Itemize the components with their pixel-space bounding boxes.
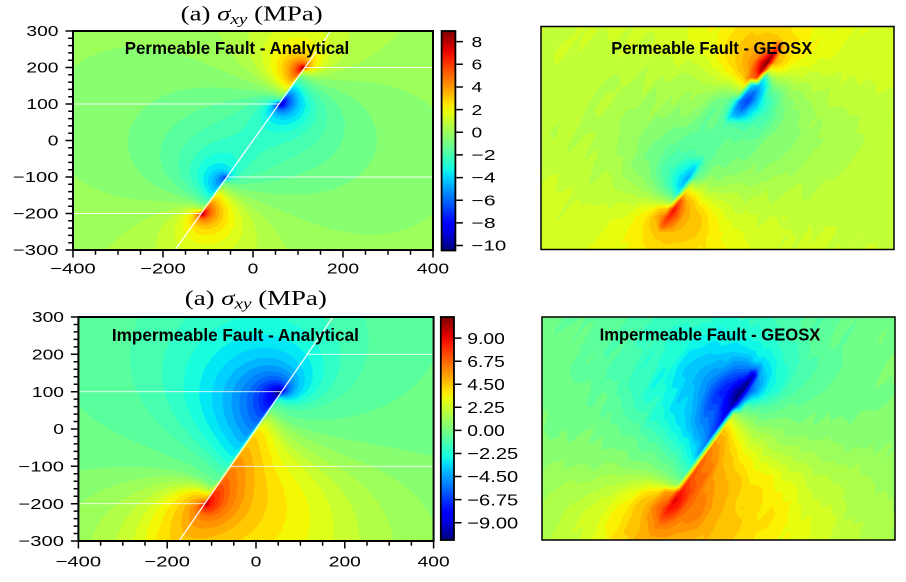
svg-text:−6: −6 [472,193,496,209]
svg-text:−2.25: −2.25 [467,446,518,463]
svg-text:0: 0 [53,422,64,438]
svg-text:−10: −10 [472,239,507,255]
svg-text:2.25: 2.25 [467,400,505,417]
svg-text:−300: −300 [13,243,59,259]
svg-text:9.00: 9.00 [467,331,505,348]
svg-text:4.50: 4.50 [467,377,505,394]
svg-text:2: 2 [472,103,483,119]
svg-text:0: 0 [248,261,259,278]
svg-text:400: 400 [417,261,449,278]
svg-text:300: 300 [26,24,58,40]
svg-text:6: 6 [472,57,483,73]
svg-text:−100: −100 [13,170,59,186]
svg-text:−4: −4 [472,171,496,187]
svg-text:−9.00: −9.00 [467,515,518,532]
svg-text:−4.50: −4.50 [467,469,518,486]
svg-text:0: 0 [48,134,59,150]
svg-text:Permeable Fault - Analytical: Permeable Fault - Analytical [125,38,350,58]
svg-text:100: 100 [32,385,64,401]
svg-text:−100: −100 [19,459,65,475]
svg-text:−400: −400 [56,554,102,571]
svg-text:−8: −8 [472,216,496,232]
svg-text:(a) σxy (MPa): (a) σ xy (MPa) [181,2,323,29]
svg-text:−2: −2 [472,148,496,164]
svg-text:200: 200 [26,61,58,77]
svg-text:Impermeable Fault - GEOSX: Impermeable Fault - GEOSX [600,325,821,345]
svg-text:0: 0 [251,554,262,571]
svg-text:100: 100 [26,97,58,113]
svg-text:0.00: 0.00 [467,423,505,440]
svg-text:200: 200 [329,554,361,571]
svg-text:Permeable Fault - GEOSX: Permeable Fault - GEOSX [611,38,812,58]
svg-text:0: 0 [472,125,483,141]
svg-text:(a) σxy (MPa): (a) σ xy (MPa) [185,286,327,313]
svg-text:−6.75: −6.75 [467,492,518,509]
svg-text:−200: −200 [140,261,186,278]
svg-text:−200: −200 [13,207,59,223]
svg-text:200: 200 [32,347,64,363]
svg-text:200: 200 [327,261,359,278]
svg-text:−200: −200 [19,497,65,513]
svg-text:Impermeable Fault - Analytical: Impermeable Fault - Analytical [112,325,359,345]
svg-text:−400: −400 [50,261,96,278]
svg-text:300: 300 [32,310,64,326]
svg-text:−300: −300 [19,534,65,550]
svg-text:4: 4 [472,80,483,96]
svg-text:6.75: 6.75 [467,354,505,371]
svg-text:400: 400 [418,554,450,571]
svg-text:−200: −200 [144,554,190,571]
svg-text:8: 8 [472,35,483,51]
